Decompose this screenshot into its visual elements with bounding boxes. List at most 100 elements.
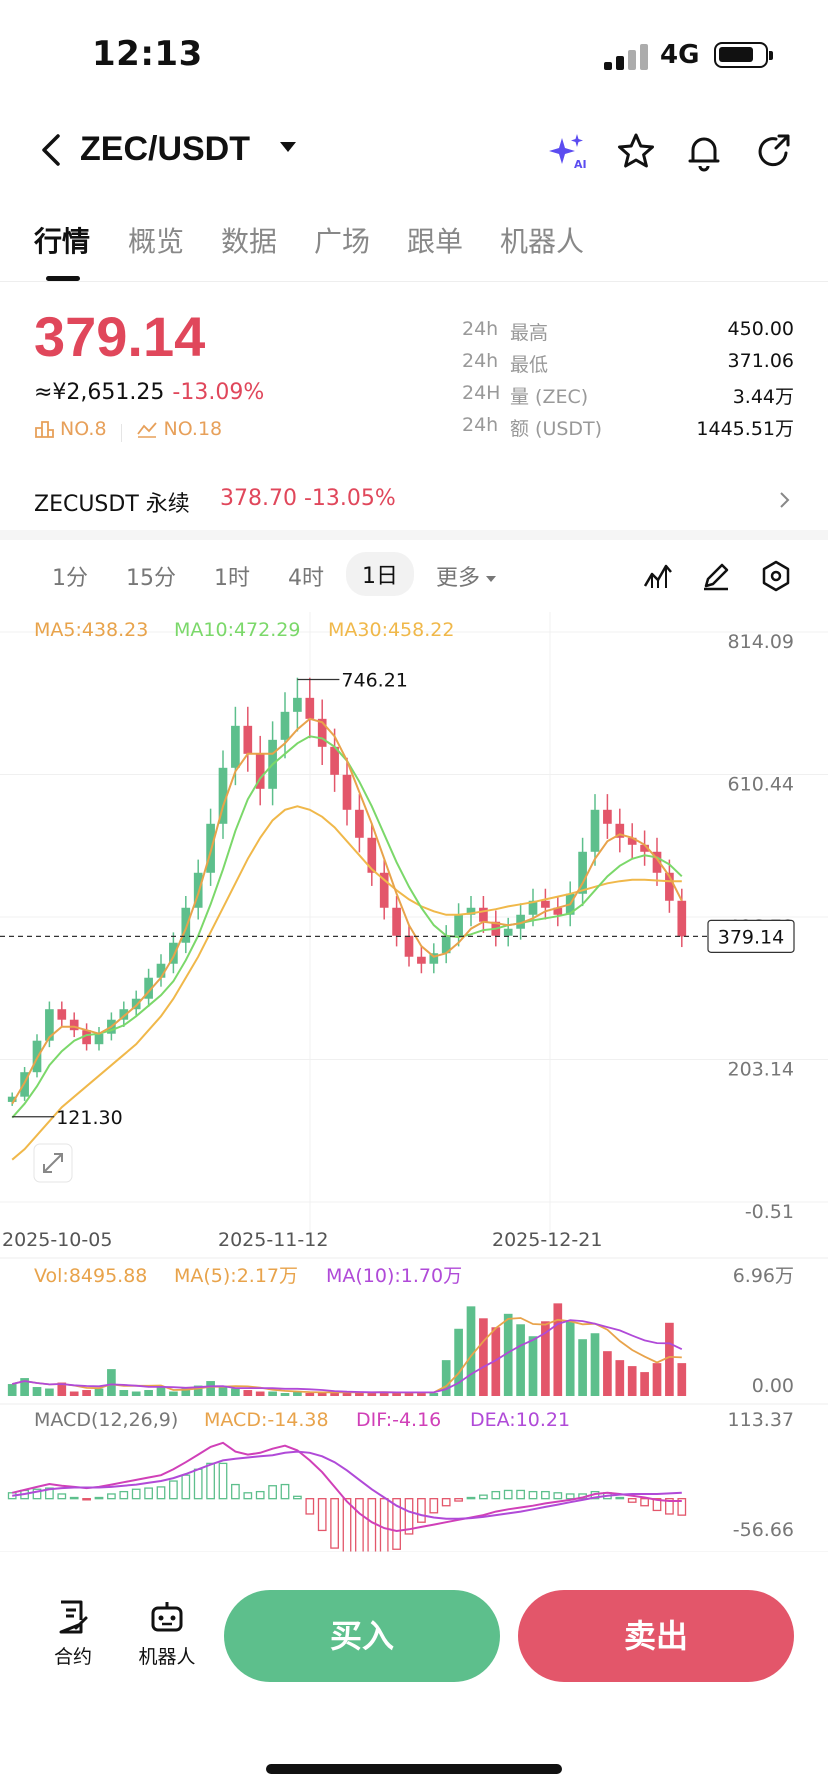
ma-legend-label: MA10:472.29 bbox=[174, 619, 300, 641]
macd-histogram-bar bbox=[45, 1487, 54, 1500]
settings-hex-icon[interactable] bbox=[758, 558, 794, 594]
more-caret-icon bbox=[486, 576, 497, 582]
macd-histogram-bar bbox=[627, 1498, 637, 1503]
interval-4h[interactable]: 4时 bbox=[288, 566, 324, 591]
macd-histogram-bar bbox=[131, 1488, 141, 1500]
contract-doc-icon bbox=[59, 1600, 88, 1634]
volume-bar bbox=[32, 1387, 42, 1396]
volume-bar bbox=[268, 1391, 277, 1396]
interval-15m[interactable]: 15分 bbox=[126, 566, 176, 591]
volume-bar bbox=[615, 1360, 625, 1396]
candle-body bbox=[45, 1009, 54, 1041]
volume-y-min: 0.00 bbox=[752, 1375, 794, 1397]
stat-volume: 24H 量 (ZEC) 3.44万 bbox=[462, 382, 794, 408]
volume-bar bbox=[45, 1388, 54, 1396]
macd-histogram-bar bbox=[293, 1495, 302, 1500]
tab-bot[interactable]: 机器人 bbox=[500, 225, 585, 258]
macd-histogram-bar bbox=[330, 1498, 339, 1549]
macd-histogram-bar bbox=[379, 1498, 389, 1552]
volume-bar bbox=[255, 1391, 265, 1396]
stat-low: 24h 最低 371.06 bbox=[462, 350, 794, 376]
interval-1m[interactable]: 1分 bbox=[52, 566, 88, 591]
volume-legend-label: MA(10):1.70万 bbox=[326, 1265, 462, 1287]
volume-bar bbox=[94, 1388, 104, 1396]
candle-body bbox=[231, 725, 240, 768]
volume-bar bbox=[528, 1336, 538, 1396]
candle-body bbox=[82, 1030, 91, 1045]
volume-bar bbox=[82, 1390, 91, 1396]
macd-histogram-bar bbox=[553, 1492, 563, 1500]
star-icon[interactable] bbox=[614, 130, 658, 174]
chart-svg[interactable]: 814.09610.44406.79203.14-0.512025-10-052… bbox=[0, 612, 828, 1552]
macd-histogram-bar bbox=[516, 1489, 525, 1500]
buy-button[interactable]: 买入 bbox=[224, 1590, 500, 1682]
candle-body bbox=[466, 907, 476, 915]
tab-data[interactable]: 数据 bbox=[221, 225, 278, 258]
home-indicator bbox=[266, 1764, 562, 1774]
candle-body bbox=[590, 809, 600, 852]
draw-pencil-icon[interactable] bbox=[698, 558, 734, 594]
volume-bar bbox=[169, 1391, 178, 1396]
tab-copy-trade[interactable]: 跟单 bbox=[407, 225, 464, 258]
candle-body bbox=[355, 809, 364, 838]
volume-bar bbox=[231, 1388, 240, 1396]
x-tick-label: 2025-12-21 bbox=[492, 1229, 602, 1251]
volume-bar bbox=[454, 1328, 463, 1396]
candle-body bbox=[94, 1033, 104, 1045]
macd-histogram-bar bbox=[652, 1498, 662, 1512]
macd-histogram-bar bbox=[280, 1483, 290, 1500]
interval-1h[interactable]: 1时 bbox=[214, 566, 250, 591]
rank-badge-1[interactable]: NO.8 bbox=[34, 418, 107, 440]
candle-body bbox=[615, 823, 625, 838]
tab-square[interactable]: 广场 bbox=[314, 225, 371, 258]
status-bar: 12:13 4G bbox=[0, 0, 828, 108]
tab-overview[interactable]: 概览 bbox=[128, 225, 185, 258]
y-tick-label: 814.09 bbox=[728, 631, 794, 653]
sell-button[interactable]: 卖出 bbox=[518, 1590, 794, 1682]
macd-histogram-bar bbox=[57, 1493, 67, 1500]
volume-bar bbox=[57, 1382, 67, 1396]
bottom-action-bar: 合约 机器人 买入 卖出 bbox=[0, 1560, 828, 1792]
volume-bar bbox=[503, 1313, 513, 1396]
ma-legend-label: MA5:438.23 bbox=[34, 619, 148, 641]
candle-body bbox=[677, 900, 687, 937]
volume-ma10-line bbox=[11, 1319, 683, 1394]
pair-title[interactable]: ZEC/USDT bbox=[80, 130, 250, 168]
tab-market[interactable]: 行情 bbox=[34, 225, 91, 258]
rank-badge-2[interactable]: NO.18 bbox=[136, 418, 222, 440]
macd-histogram-bar bbox=[640, 1498, 649, 1507]
kline-chart[interactable]: 814.09610.44406.79203.14-0.512025-10-052… bbox=[0, 612, 828, 1552]
macd-histogram-bar bbox=[417, 1498, 426, 1523]
share-icon[interactable] bbox=[752, 130, 796, 174]
stat-turnover: 24h 额 (USDT) 1445.51万 bbox=[462, 414, 794, 440]
candle-body bbox=[330, 746, 339, 775]
candle-body bbox=[69, 1019, 79, 1031]
interval-1d[interactable]: 1日 bbox=[346, 552, 414, 596]
perpetual-price: 378.70 -13.05% bbox=[220, 486, 396, 511]
interval-more[interactable]: 更多 bbox=[436, 560, 497, 592]
bell-icon[interactable] bbox=[682, 130, 726, 174]
macd-histogram-bar bbox=[107, 1493, 116, 1500]
pair-dropdown-caret-icon[interactable] bbox=[280, 142, 296, 152]
candle-body bbox=[181, 907, 191, 943]
indicator-icon[interactable] bbox=[640, 558, 676, 594]
volume-bar bbox=[441, 1360, 451, 1396]
price-change: -13.09% bbox=[172, 380, 265, 405]
status-time: 12:13 bbox=[92, 34, 203, 74]
macd-histogram-bar bbox=[206, 1462, 215, 1500]
expand-icon[interactable] bbox=[33, 1143, 73, 1183]
perpetual-row[interactable]: ZECUSDT 永续 378.70 -13.05% bbox=[0, 476, 828, 526]
contract-button[interactable]: 合约 bbox=[28, 1598, 118, 1669]
macd-histogram-bar bbox=[404, 1498, 414, 1535]
candle-body bbox=[652, 851, 662, 873]
top-nav: ZEC/USDT AI bbox=[0, 108, 828, 196]
candle-body bbox=[479, 907, 488, 922]
candle-body bbox=[255, 753, 265, 789]
ai-sparkle-icon[interactable]: AI bbox=[546, 130, 590, 174]
candle-body bbox=[218, 767, 228, 824]
volume-bar bbox=[479, 1318, 488, 1396]
perpetual-name: ZECUSDT 永续 bbox=[34, 492, 190, 517]
robot-icon bbox=[151, 1602, 183, 1632]
back-arrow-icon[interactable] bbox=[32, 130, 72, 170]
bot-button[interactable]: 机器人 bbox=[122, 1598, 212, 1669]
